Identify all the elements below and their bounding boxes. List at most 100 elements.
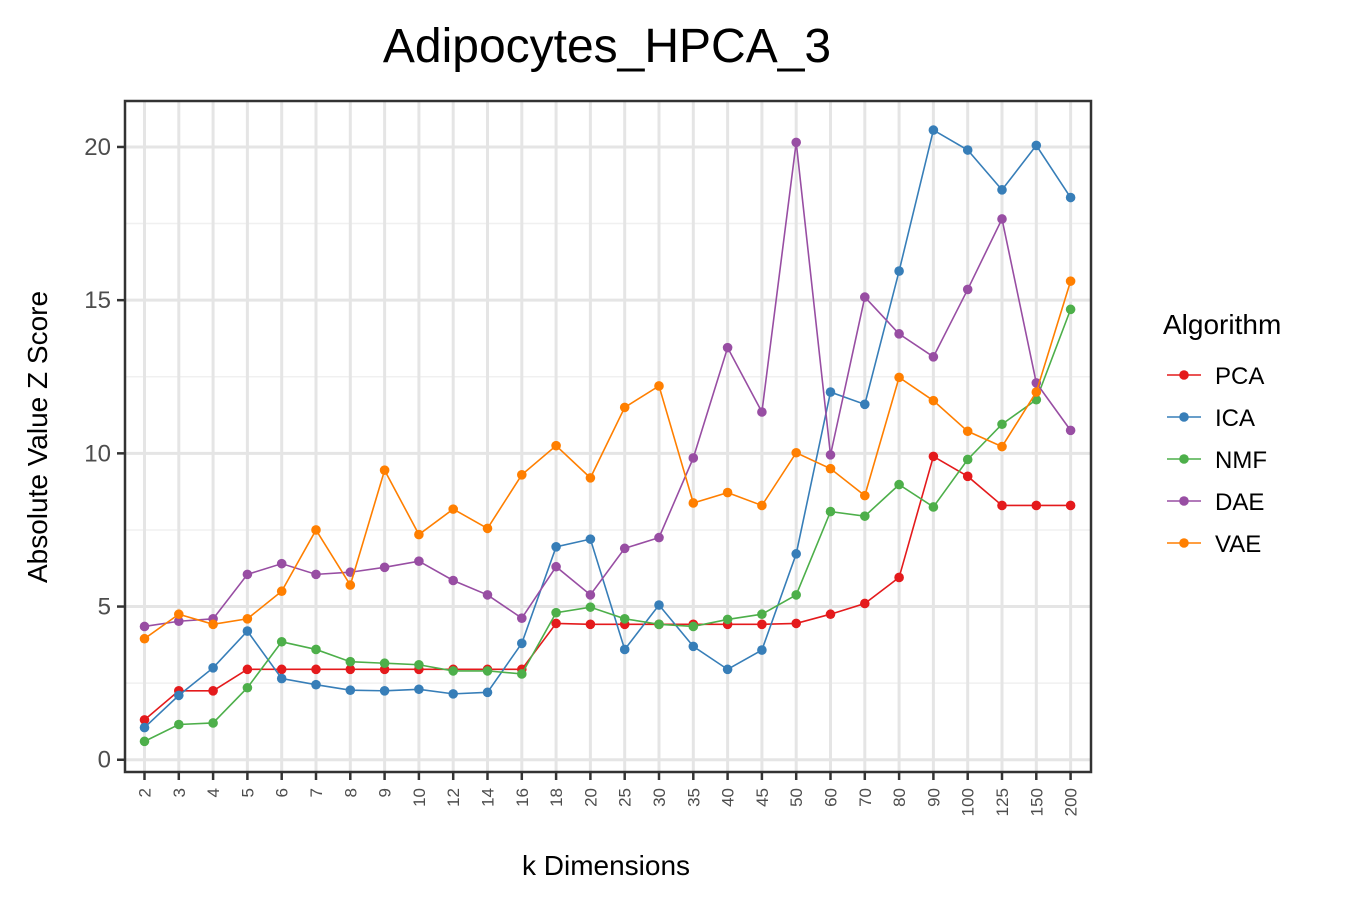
- series-line-dae: [144, 142, 1072, 628]
- point-nmf: [174, 719, 184, 730]
- point-nmf: [345, 656, 356, 667]
- point-pca: [1065, 500, 1076, 511]
- x-tick-label: 16: [513, 788, 532, 807]
- point-ica: [174, 690, 184, 701]
- point-nmf: [139, 736, 150, 747]
- point-vae: [585, 473, 596, 483]
- point-pca: [1031, 500, 1042, 511]
- point-nmf: [722, 614, 733, 625]
- y-tick-label: 0: [98, 747, 111, 774]
- point-ica: [722, 664, 733, 675]
- legend-label-pca: PCA: [1215, 363, 1264, 390]
- x-tick-label: 2: [136, 788, 155, 797]
- point-dae: [997, 214, 1007, 224]
- point-ica: [654, 600, 664, 610]
- point-nmf: [928, 502, 939, 512]
- point-dae: [551, 561, 561, 572]
- x-tick-label: 60: [822, 788, 841, 807]
- point-pca: [208, 686, 218, 696]
- point-dae: [517, 613, 527, 623]
- legend-marker-dae: [1179, 496, 1189, 506]
- point-pca: [276, 664, 287, 675]
- point-nmf: [997, 419, 1007, 430]
- point-ica: [551, 542, 561, 552]
- series-line-nmf: [144, 309, 1072, 743]
- x-tick-label: 7: [307, 788, 326, 797]
- point-vae: [962, 426, 973, 437]
- point-ica: [482, 687, 493, 698]
- x-tick-label: 5: [238, 788, 257, 797]
- point-pca: [825, 609, 836, 620]
- series-lines: [139, 125, 1076, 747]
- point-vae: [311, 525, 321, 535]
- point-dae: [894, 329, 904, 339]
- point-vae: [139, 633, 150, 644]
- legend-label-dae: DAE: [1215, 489, 1264, 516]
- point-dae: [791, 137, 801, 148]
- x-axis: 2 3 4 5 6 7 8 9 10 12 14 16 18 20 25 30 35 40 45 50 60 70 80 90…: [136, 772, 1081, 816]
- point-vae: [1031, 387, 1042, 397]
- point-nmf: [757, 609, 767, 620]
- point-dae: [962, 284, 973, 295]
- point-ica: [276, 673, 287, 684]
- point-pca: [345, 664, 356, 675]
- x-tick-label: 20: [581, 788, 600, 807]
- point-dae: [825, 450, 836, 460]
- point-pca: [962, 471, 973, 482]
- point-ica: [208, 663, 218, 673]
- point-pca: [551, 618, 561, 629]
- point-dae: [414, 556, 424, 567]
- point-vae: [791, 447, 801, 458]
- point-vae: [517, 469, 527, 480]
- point-dae: [174, 616, 184, 627]
- point-nmf: [585, 602, 596, 612]
- y-tick-label: 15: [84, 287, 111, 314]
- x-tick-label: 14: [479, 788, 498, 807]
- point-vae: [242, 614, 253, 624]
- point-nmf: [482, 666, 493, 676]
- x-tick-label: 100: [959, 788, 978, 816]
- y-axis-label: Absolute Value Z Score: [22, 291, 53, 583]
- point-vae: [345, 580, 356, 590]
- point-ica: [242, 626, 253, 636]
- point-vae: [379, 465, 390, 476]
- legend-label-vae: VAE: [1215, 531, 1261, 558]
- point-vae: [619, 402, 630, 413]
- series-line-pca: [143, 455, 1071, 721]
- point-pca: [791, 618, 801, 629]
- point-nmf: [619, 614, 630, 624]
- point-ica: [619, 644, 630, 655]
- point-vae: [174, 609, 184, 620]
- point-vae: [482, 523, 493, 534]
- point-dae: [585, 590, 596, 600]
- x-tick-label: 70: [856, 788, 875, 807]
- point-ica: [139, 722, 150, 733]
- point-nmf: [791, 590, 801, 600]
- y-tick-label: 5: [98, 594, 111, 621]
- y-axis: 0 5 10 15 20: [84, 134, 125, 774]
- point-pca: [894, 572, 904, 583]
- point-ica: [894, 266, 904, 276]
- x-tick-label: 6: [273, 788, 292, 797]
- point-ica: [517, 638, 527, 649]
- point-vae: [448, 504, 459, 514]
- point-ica: [379, 686, 390, 696]
- point-dae: [139, 621, 150, 632]
- x-tick-label: 12: [444, 788, 463, 807]
- point-ica: [825, 387, 836, 397]
- point-ica: [1031, 140, 1042, 151]
- point-pca: [757, 619, 767, 630]
- point-pca: [860, 598, 870, 609]
- point-vae: [551, 440, 561, 451]
- point-ica: [688, 641, 699, 652]
- point-dae: [619, 543, 630, 554]
- point-pca: [585, 619, 596, 630]
- y-tick-label: 10: [84, 440, 111, 467]
- point-nmf: [654, 619, 664, 630]
- x-tick-label: 40: [719, 788, 738, 807]
- x-tick-label: 50: [787, 788, 806, 807]
- point-dae: [311, 569, 321, 580]
- x-tick-label: 200: [1062, 788, 1081, 816]
- grid: [125, 101, 1091, 772]
